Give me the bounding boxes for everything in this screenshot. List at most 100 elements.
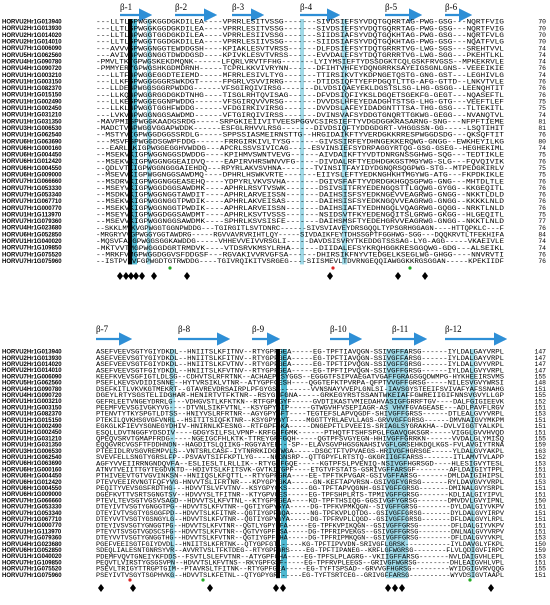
position-number: 70 [538, 32, 546, 39]
sequence-name: HORVU6Hr1G012420 [2, 159, 62, 165]
sequence-name: HORVU7Hr1G079360 [2, 536, 62, 542]
highlight-column [386, 349, 408, 579]
position-number: 153 [534, 460, 546, 467]
position-number: 76 [538, 251, 546, 258]
diamond-marker [488, 584, 494, 592]
sequence-name: HORVU2Hr1G013940 [2, 350, 62, 356]
position-number: 76 [538, 258, 546, 265]
sequence: ---LLTFGPWGGEGGDTEIEMD-----MFRRLESIVLTYG… [96, 72, 504, 79]
sequence: -MADCTVGPWGGVGGAPWDDK------ESFGLRHVVLRSG… [96, 125, 504, 132]
sequence: DTEYVVTVSGTYGNGGTHG--HDVVTSLKFVTNR--QGTI… [96, 535, 504, 542]
sequence-name: HORVU2Hr1G014010 [2, 368, 62, 374]
sequence: EGKGLKFIEVYSGNEGYDHIV-HNIRNLKFESNG--RTFG… [96, 423, 504, 430]
position-number: 74 [538, 52, 546, 59]
sequence: PSEVLTRIGYTTRGPTGIM--PTAVRSLTFITNK--RTYG… [96, 566, 504, 573]
sequence: DGEYLRTYSGSTELIDGHAR-HENIRTVTFKTNR--RSYG… [96, 392, 504, 399]
position-number: 153 [534, 553, 546, 560]
sequence: --MSEKVKIGPWGGNGGTPWDIK----APHRLARVEISSN… [96, 205, 504, 212]
diamond-marker [280, 584, 286, 592]
sequence: ASEFVEEVSGTYGIYDKDL--HNIITSLKFITNV--RTYG… [96, 355, 504, 362]
position-number: 74 [538, 72, 546, 79]
position-number: 153 [534, 479, 546, 486]
sequence-name: HORVU6Hr1G052850 [2, 232, 62, 238]
strand-label: β-12 [445, 324, 462, 334]
diamond-marker [327, 272, 333, 280]
sequence: ESQLLDVTNGGFYDSDIV----GDGYSILFSLVPNP-KRF… [96, 429, 504, 436]
position-number: 151 [534, 572, 546, 579]
sequence-name: HORVU7Hr1G067710 [2, 517, 62, 523]
position-number: 147 [534, 367, 546, 374]
sequence: DSEFKITLVKVKGTMEKRT--GTAVREVDRSAIRPLPFGY… [96, 386, 504, 393]
sequence: DTEYIVSVSGTYGNGGTPG--HDVVTSLKFVTNR--QGTL… [96, 522, 504, 529]
sequence: PSEYIVTVSGYTSGPHVKG--HDVVTSLKFETNL--QTYG… [96, 572, 504, 579]
sequence: -PMVLTKTGPWGSKEKDMQNK------LFQRLVRVTFFHG… [96, 59, 504, 66]
sequence: KEEFKVEVSGFIGTLDLSG--CDHVTSLRFRTNK--ACHA… [96, 373, 504, 380]
sequence: QPEQVSRVTGMAPFRDG-----NGEIGCFHLKTK-TTREY… [96, 435, 504, 442]
position-number: 147 [534, 349, 546, 356]
sequence: PTEEIDLRVSGVREMPVLS--VNTSRLCASF-IYTNRRKI… [96, 448, 504, 455]
sequence-name: HORVU1Hr1G082370 [2, 412, 62, 418]
sequence-name: HORVU7Hr1G053340 [2, 192, 62, 198]
sequence-name: HORVU7Hr1G075520 [2, 567, 62, 573]
sequence-name: HORVU3Hr1G006530 [2, 449, 62, 455]
position-number: 74 [538, 112, 546, 119]
sequence-name: HORVU7Hr1G079360 [2, 219, 62, 225]
sequence: DTEYIVTVSGTYGSGGFPD--HDVVTSLKFITNR--QGTI… [96, 510, 504, 517]
sequence: GEFRLEETVNGEYDRRLG---VDHGVSTLKFKTKN--RTF… [96, 398, 504, 405]
sequence: ---LLDEGPWGGSGGRPWDDG------VFSGIRQIVIRSG… [96, 85, 504, 92]
sequence: AGFYVVEIIRRNGNDQVFA--ESLIESLTLRLLIK--RTY… [96, 460, 504, 467]
sequence-name: HORVU6Hr1G004550 [2, 486, 62, 492]
position-number: 151 [534, 522, 546, 529]
site-dot [201, 578, 205, 582]
sequence-name: HORVU3Hr1G006530 [2, 126, 62, 132]
sequence: --MSEKVKIGPWGGNGGTPWDIK----APHRLAKVEISAS… [96, 198, 504, 205]
position-number: 76 [538, 205, 546, 212]
sequence: --MRKFVMGPWGGDGGVSFDDGSF---RGVAKIVVRVGFS… [96, 251, 504, 258]
site-markers [98, 266, 494, 592]
position-number: 75 [538, 105, 546, 112]
position-number: 76 [538, 178, 546, 185]
position-number: 76 [538, 158, 546, 165]
sequence: --MSEKVKIGPWGGNGGSDWDDG----KPIHMVSWNTVEV… [96, 152, 504, 159]
strand-label: β-3 [232, 2, 245, 12]
sequence: --MSDKVKIGPWGGNGGTAWDIT----APHRLARVEISSN… [96, 192, 504, 199]
sequence: ---LVKVGPWGGNGGSAWDMD------VFTGIRQIVIRSS… [96, 112, 504, 119]
position-number: 151 [534, 528, 546, 535]
sequence-name: HORVU2Hr1G013930 [2, 356, 62, 362]
position-number: 74 [538, 245, 546, 252]
highlight-column [170, 349, 175, 579]
sequence: DGEFKVTTVSRTSGNGTSV--HDVVYSLTFITNR--KTYG… [96, 491, 504, 498]
strand-label: β-7 [96, 324, 109, 334]
sequence-name: HORVU1Hr1G062540 [2, 133, 62, 139]
sequence-name: HORVU1Hr1G002490 [2, 424, 62, 430]
sequence-name: HORVU6Hr1G052850 [2, 548, 62, 554]
position-number: 151 [534, 504, 546, 511]
sequence-name: HORVU1Hr1G003210 [2, 399, 62, 405]
position-number: 155 [534, 373, 546, 380]
sequence: PTEKILQVKHSGVGFVNRL--HSITITSIQFKTNR--KSY… [96, 417, 504, 424]
sequence: ASEFVEEVSGTFGIYDKDL--HNIITSLKFVTNV--RTYG… [96, 367, 504, 374]
position-number: 74 [538, 145, 546, 152]
position-number: 150 [534, 541, 546, 548]
sequence-name: HORVU2Hr1G014010 [2, 40, 62, 46]
position-number: 159 [534, 547, 546, 554]
strand-label: β-10 [330, 324, 347, 334]
sequence-name: HORVU6Hr1G063690 [2, 461, 62, 467]
position-number: 151 [534, 485, 546, 492]
sequence-name: HORVU1Hr1G015150 [2, 418, 62, 424]
sequence-name: HORVU1Hr1G002450 [2, 106, 62, 112]
sequence-name: HORVU4Hr1G090720 [2, 66, 62, 72]
sequence: ---AVVVGPWGGNGGTEWDDGSH----KPIAKLESVTVRS… [96, 45, 504, 52]
sequence: PEQVTLVIRSTYGSGSVPN--HDVVTSLKFVTNS--RKYG… [96, 559, 504, 566]
sequence: -MRGRYVVGPWGGYGGTAWDRG-----RGVVAVRVRIHTL… [96, 231, 504, 238]
sequence: ATNVTVEIITTGYTEGDVKTD--HDIVTSLKFITSVK-GV… [96, 466, 504, 473]
sequence-name: HORVU7Hr1G006090 [2, 374, 62, 380]
site-dot [331, 266, 335, 270]
position-number: 155 [534, 566, 546, 573]
sequence: --MSEKVKIGPWGGNGGEAIDVQ----EAPIRVHRSWNVV… [96, 158, 504, 165]
sequence-name: HORVU6Hr1G000160 [2, 146, 62, 152]
sequence: --MSEYVKIGPWGGDGGSAWDMT----APHRLKSVTVSSS… [96, 212, 504, 219]
position-number: 148 [534, 380, 546, 387]
sequence: ---LLKLGPWGGTGGHFWDDG------VFDGIRKIVIRSG… [96, 105, 504, 112]
